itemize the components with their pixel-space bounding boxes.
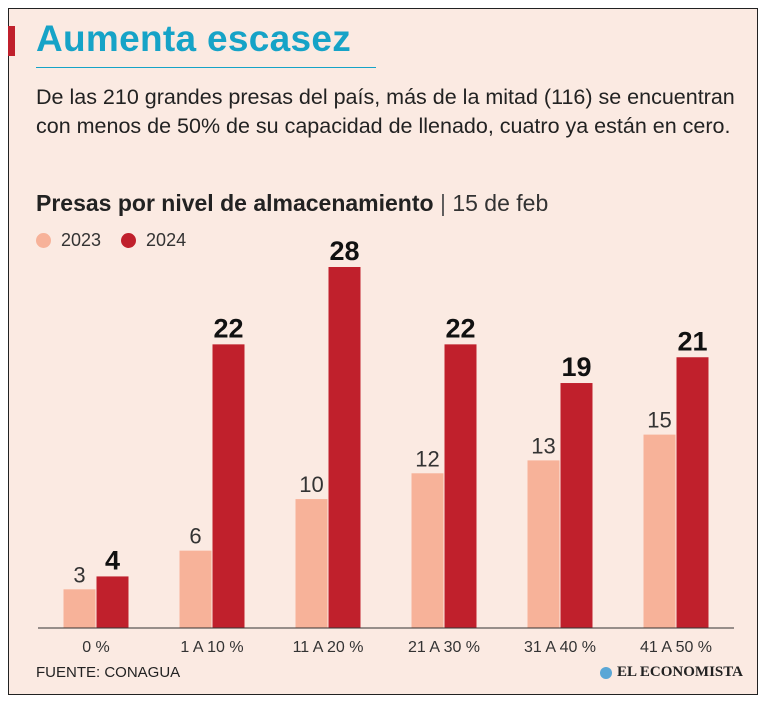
data-label-2023-2: 10 bbox=[299, 472, 323, 497]
bar-2024-1 bbox=[212, 344, 245, 628]
legend-dot-2024 bbox=[121, 233, 137, 248]
bar-2023-0 bbox=[63, 589, 96, 628]
bar-2023-4 bbox=[527, 460, 560, 628]
data-label-2023-5: 15 bbox=[647, 408, 671, 433]
bar-2023-1 bbox=[179, 550, 212, 628]
bar-2023-2 bbox=[295, 499, 328, 628]
bar-2023-3 bbox=[411, 473, 444, 628]
bar-2024-3 bbox=[444, 344, 477, 628]
x-tick-label-2: 11 A 20 % bbox=[293, 639, 364, 656]
chart-title-separator: | bbox=[439, 190, 446, 216]
title-underline bbox=[36, 67, 376, 68]
data-label-2023-0: 3 bbox=[73, 562, 85, 587]
x-tick-label-3: 21 A 30 % bbox=[408, 639, 480, 656]
bar-2024-2 bbox=[328, 267, 361, 628]
chart-date: 15 de feb bbox=[452, 190, 549, 216]
infographic-frame bbox=[8, 8, 758, 695]
bar-2024-0 bbox=[96, 576, 129, 628]
data-label-2023-4: 13 bbox=[531, 433, 555, 458]
legend-label-2023: 2023 bbox=[61, 230, 102, 250]
page-subtitle: De las 210 grandes presas del país, más … bbox=[36, 85, 735, 138]
source-note: FUENTE: CONAGUA bbox=[36, 664, 181, 681]
data-label-2023-1: 6 bbox=[189, 524, 201, 549]
x-tick-label-5: 41 A 50 % bbox=[640, 639, 712, 656]
data-label-2024-3: 22 bbox=[445, 313, 475, 343]
bar-2024-4 bbox=[560, 383, 593, 628]
data-label-2024-1: 22 bbox=[213, 313, 243, 343]
legend-label-2024: 2024 bbox=[146, 230, 187, 250]
brand-name: EL ECONOMISTA bbox=[617, 664, 743, 680]
data-label-2024-4: 19 bbox=[561, 352, 591, 382]
page-title: Aumenta escasez bbox=[36, 18, 352, 59]
data-label-2024-2: 28 bbox=[329, 236, 359, 266]
legend-item-2024: 2024 bbox=[121, 230, 186, 251]
bar-2024-5 bbox=[676, 357, 709, 628]
legend-item-2023: 2023 bbox=[36, 230, 101, 251]
data-label-2024-5: 21 bbox=[677, 326, 707, 356]
legend-dot-2023 bbox=[36, 233, 51, 248]
x-tick-label-1: 1 A 10 % bbox=[180, 639, 243, 656]
brand-logo: EL ECONOMISTA bbox=[600, 664, 743, 681]
x-tick-label-4: 31 A 40 % bbox=[524, 639, 596, 656]
title-accent-bar bbox=[8, 26, 15, 56]
chart-heading: Presas por nivel de almacenamiento | 15 … bbox=[36, 190, 548, 217]
bar-2023-5 bbox=[643, 434, 676, 628]
chart-legend: 2023 2024 bbox=[36, 230, 186, 251]
globe-icon bbox=[600, 666, 612, 679]
x-tick-label-0: 0 % bbox=[82, 639, 110, 656]
chart-title: Presas por nivel de almacenamiento bbox=[36, 190, 434, 216]
data-label-2023-3: 12 bbox=[415, 446, 439, 471]
data-label-2024-0: 4 bbox=[105, 545, 120, 575]
